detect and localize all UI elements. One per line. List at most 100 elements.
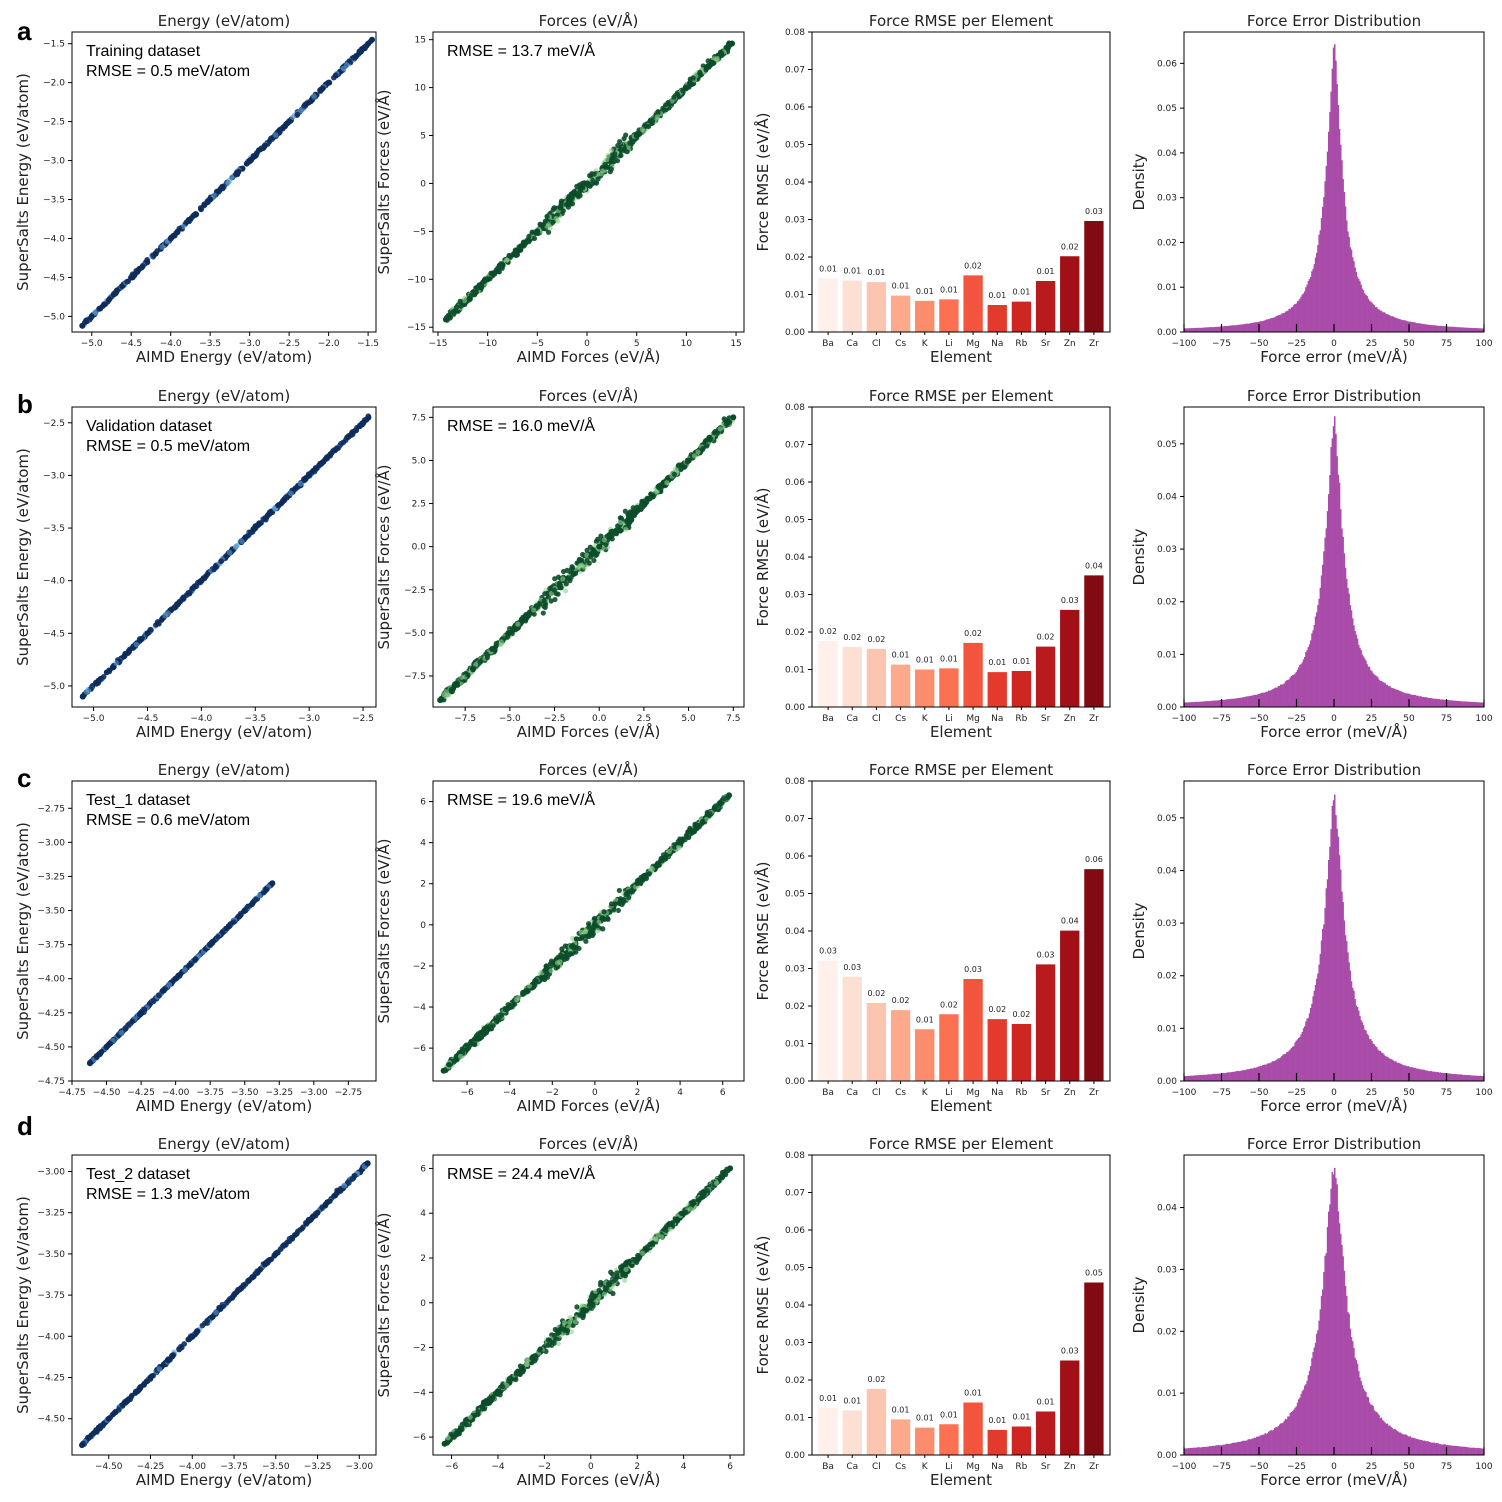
hist-bin [1350,610,1353,707]
y-tick-label: 0.00 [1157,703,1177,713]
scatter-point [552,596,558,603]
y-tick-label: −4.5 [43,273,65,283]
bar-value-label: 0.01 [843,267,861,276]
hist-bin [1193,702,1196,707]
scatter-point [452,1057,458,1063]
hist-bin [1426,324,1428,332]
rmse-annotation: RMSE = 13.7 meV/Å [447,41,595,60]
bar-k [915,669,935,707]
scatter-point [590,548,596,554]
plot-area [1184,44,1484,332]
hist-bin [1386,314,1389,332]
hist-bin [1364,293,1366,332]
plot-frame [71,31,377,333]
scatter-point [113,660,119,666]
hist-bin [1461,701,1463,707]
hist-bin [1383,682,1385,707]
y-tick-label: 0.08 [785,403,805,413]
hist-bin [1270,318,1272,332]
bar-ca [842,280,862,332]
x-tick-label: Mg [966,339,979,349]
hist-bin [1293,674,1295,707]
data-point [88,313,95,320]
hist-bin [1302,659,1305,707]
hist-bin [1260,692,1263,707]
hist-bin [1398,319,1401,332]
hist-bin [1294,673,1296,707]
x-tick-label: Zn [1064,714,1076,724]
hist-bin [1354,630,1356,707]
y-axis-label: SuperSalts Forces (eV/Å) [374,90,393,275]
hist-bin [1407,693,1409,707]
hist-bin [1344,206,1347,332]
scatter-point [692,827,698,833]
hist-bin [1479,702,1481,707]
hist-bin [1448,326,1450,332]
hist-bin [1443,326,1445,332]
chart-title: Forces (eV/Å) [539,386,639,405]
hist-bin [1353,625,1355,707]
x-tick-label: Ba [822,1088,834,1098]
scatter-point [352,427,358,434]
chart-title: Forces (eV/Å) [539,760,639,779]
hist-bin [1293,304,1295,332]
scatter-point [526,233,532,240]
scatter-point [159,244,165,250]
scatter-point [588,554,594,560]
y-tick-label: −2.75 [37,804,65,814]
x-tick-label: Cl [872,339,881,349]
scatter-point [551,205,557,211]
hist-bin [1235,698,1238,707]
hist-bin [1196,327,1198,332]
scatter-point [660,852,667,858]
data-point [79,322,86,329]
scatter-point [536,601,543,607]
scatter-point [495,1014,501,1020]
hist-bin [1256,322,1258,332]
data-point [325,79,332,86]
y-tick-label: 10 [415,84,427,94]
hist-bin [1365,660,1367,707]
y-tick-label: −2.5 [404,586,426,596]
scatter-point [550,219,556,226]
scatter-point [703,65,710,72]
bar-zn [1060,930,1080,1081]
scatter-point [301,102,308,109]
hist-bin [1254,694,1257,707]
scatter-point [311,93,317,99]
y-axis-label: Force RMSE (eV/Å) [753,113,772,252]
scatter-point [626,510,633,516]
y-tick-label: −2 [413,962,426,972]
hist-bin [1410,694,1413,707]
x-tick-label: −6 [460,1088,474,1098]
hist-bin [1191,328,1193,332]
x-tick-label: 75 [1441,714,1452,724]
hist-bin [1355,634,1358,707]
bar-value-label: 0.02 [964,629,982,638]
x-axis-label: Force error (meV/Å) [1260,347,1408,366]
hist-bin [1223,699,1226,707]
scatter-point [682,837,688,843]
hist-bin [1317,245,1319,332]
hist-bin [1300,296,1302,332]
x-axis-label: AIMD Forces (eV/Å) [517,347,661,366]
hist-bin [1404,693,1407,707]
scatter-point [725,44,731,51]
hist-bin [1352,618,1354,707]
scatter-point [709,59,715,65]
hist-bin [1295,303,1298,332]
hist-bin [1323,551,1325,707]
hist-bin [1443,699,1445,707]
hist-bin [1372,673,1374,707]
hist-bin [1211,327,1214,332]
bar-value-label: 0.01 [892,282,910,291]
scatter-point [473,661,479,668]
hist-bin [1338,482,1341,707]
plot-area [79,36,376,329]
hist-bin [1400,319,1402,332]
hist-bin [1301,294,1304,332]
hist-bin [1260,321,1263,332]
scatter-point [119,283,125,289]
hist-bin [1220,326,1222,332]
hist-bin [1433,698,1436,707]
